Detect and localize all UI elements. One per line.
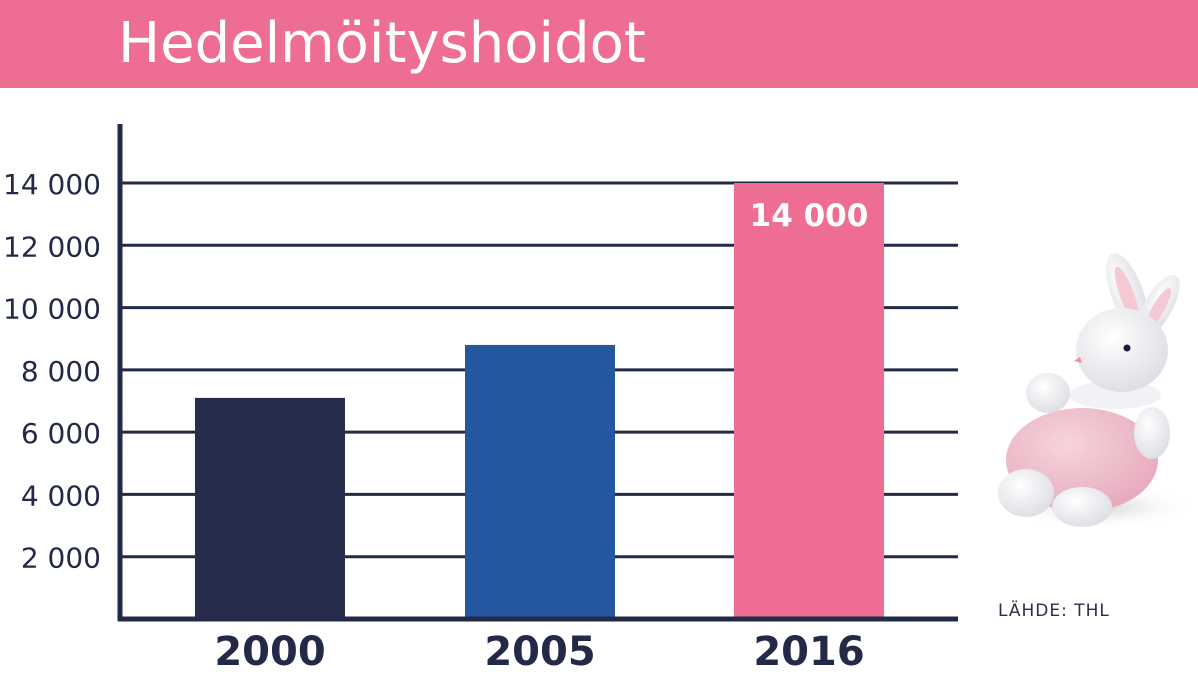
y-tick-label: 6 000 [21,417,101,450]
chart-title: Hedelmöityshoidot [118,11,646,76]
x-tick-label: 2005 [484,629,595,674]
bar-2016 [734,183,884,619]
title-banner: Hedelmöityshoidot [0,0,1198,88]
data-label: 14 000 [750,198,869,234]
y-tick-label: 2 000 [21,542,101,575]
y-tick-label: 8 000 [21,355,101,388]
source-label: LÄHDE: THL [998,601,1110,621]
bar-2005 [465,344,615,619]
bar-2000 [195,397,345,619]
y-tick-label: 10 000 [3,293,101,326]
y-tick-label: 4 000 [21,479,101,512]
y-tick-label: 12 000 [3,230,101,263]
y-tick-label: 14 000 [3,168,101,201]
plush-bunny-icon [998,253,1190,529]
x-tick-label: 2016 [753,629,864,674]
x-tick-label: 2000 [214,629,325,674]
